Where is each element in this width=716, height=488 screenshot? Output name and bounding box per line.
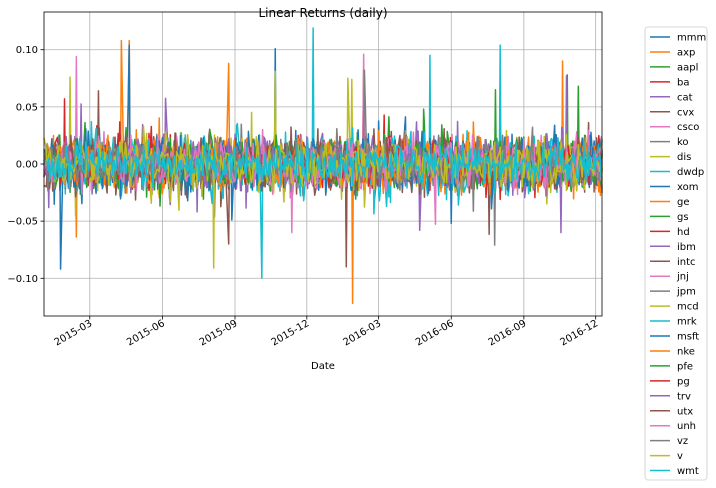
x-tick-label: 2016-03 xyxy=(341,318,383,348)
legend-label-csco: csco xyxy=(677,122,699,133)
legend-box xyxy=(644,26,708,481)
x-axis-label: Date xyxy=(311,361,335,372)
legend-label-ko: ko xyxy=(677,137,689,148)
legend-label-mcd: mcd xyxy=(677,302,699,313)
legend-label-cat: cat xyxy=(677,92,693,103)
legend-label-nke: nke xyxy=(677,346,695,357)
legend-label-ge: ge xyxy=(677,197,690,208)
legend-label-ba: ba xyxy=(677,77,689,88)
legend-label-dwdp: dwdp xyxy=(677,167,704,178)
legend-label-v: v xyxy=(677,451,683,462)
legend-label-dis: dis xyxy=(677,152,691,163)
legend-label-xom: xom xyxy=(677,182,698,193)
x-tick-label: 2015-06 xyxy=(125,318,167,348)
y-tick-label: −0.10 xyxy=(7,274,38,285)
x-tick-label: 2016-12 xyxy=(558,318,600,348)
series-lines xyxy=(43,27,603,305)
legend-label-utx: utx xyxy=(677,406,693,417)
legend-label-cvx: cvx xyxy=(677,107,694,118)
x-tick-label: 2016-09 xyxy=(487,318,529,348)
x-tick-label: 2016-06 xyxy=(414,318,456,348)
y-tick-label: 0.00 xyxy=(16,160,38,171)
series-line-wmt xyxy=(43,137,603,194)
x-tick-label: 2015-12 xyxy=(270,318,312,348)
y-tick-label: 0.05 xyxy=(16,102,38,113)
legend: mmm axp aapl ba cat cvx csco ko dis dwdp xom ge gs hd… xyxy=(644,26,708,481)
legend-label-unh: unh xyxy=(677,421,696,432)
legend-label-trv: trv xyxy=(677,391,691,402)
y-tick-label: 0.10 xyxy=(16,45,38,56)
legend-label-jpm: jpm xyxy=(676,287,696,298)
x-tick-label: 2015-03 xyxy=(53,318,95,348)
legend-label-pg: pg xyxy=(677,376,690,387)
chart-title: Linear Returns (daily) xyxy=(258,6,387,20)
legend-label-wmt: wmt xyxy=(677,466,699,477)
legend-label-mmm: mmm xyxy=(677,33,706,44)
legend-label-pfe: pfe xyxy=(677,361,693,372)
legend-label-vz: vz xyxy=(677,436,688,447)
legend-label-axp: axp xyxy=(677,47,695,58)
legend-label-mrk: mrk xyxy=(677,317,697,328)
legend-label-aapl: aapl xyxy=(677,62,698,73)
y-tick-label: −0.05 xyxy=(7,217,38,228)
legend-label-ibm: ibm xyxy=(677,242,696,253)
legend-label-hd: hd xyxy=(677,227,690,238)
x-tick-label: 2015-09 xyxy=(198,318,240,348)
legend-label-msft: msft xyxy=(677,332,699,343)
legend-label-intc: intc xyxy=(677,257,696,268)
x-axis: 2015-03 2015-06 2015-09 2015-12 2016-03 2016-… xyxy=(53,316,600,348)
legend-label-gs: gs xyxy=(677,212,689,223)
y-axis: −0.10 −0.05 0.00 0.05 0.10 xyxy=(7,45,44,285)
legend-label-jnj: jnj xyxy=(676,272,689,283)
